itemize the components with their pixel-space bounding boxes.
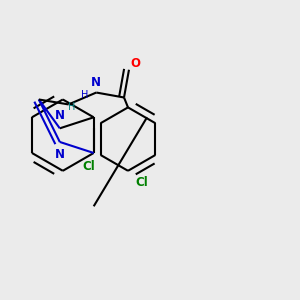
Text: Cl: Cl <box>136 176 148 189</box>
Text: H: H <box>68 101 75 112</box>
Text: H: H <box>81 89 88 100</box>
Text: N: N <box>55 148 65 161</box>
Text: Cl: Cl <box>82 160 95 173</box>
Text: O: O <box>130 57 140 70</box>
Text: N: N <box>91 76 101 89</box>
Text: N: N <box>55 109 65 122</box>
